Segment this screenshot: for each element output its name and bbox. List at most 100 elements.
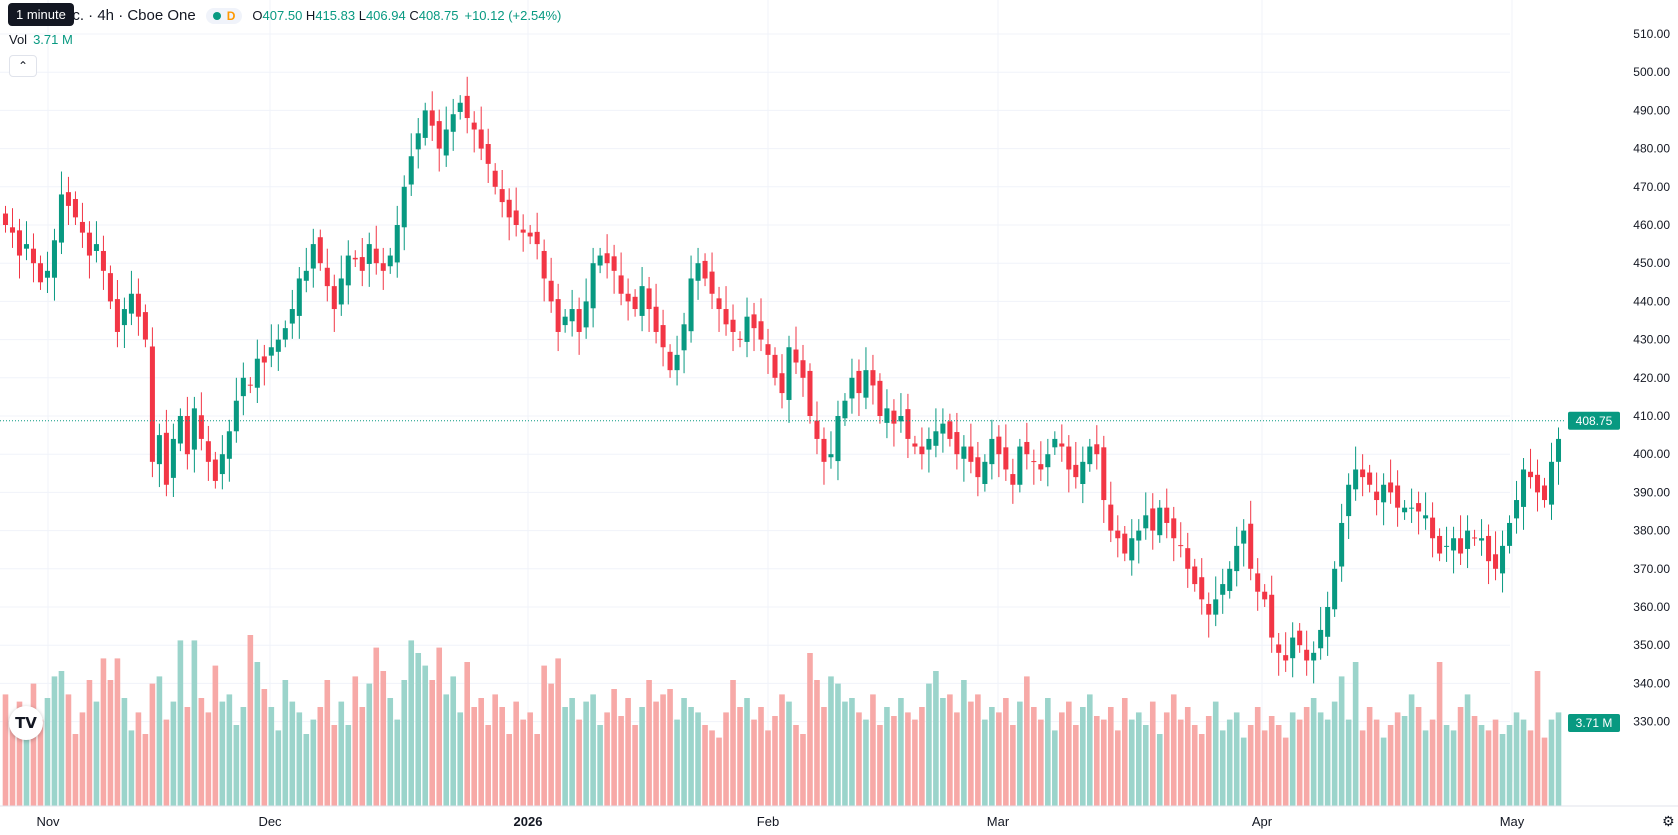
candle: [947, 413, 953, 447]
candle: [513, 187, 519, 237]
candle-body: [9, 227, 16, 233]
candle-body: [205, 441, 211, 462]
candle: [1017, 438, 1023, 493]
candle-body: [779, 373, 785, 394]
candle: [912, 435, 918, 455]
candle: [184, 396, 190, 470]
candle-body: [1367, 472, 1373, 485]
candle: [457, 95, 463, 120]
volume-bar: [1184, 707, 1191, 806]
volume-bar: [100, 658, 107, 806]
candle: [233, 377, 239, 443]
candle: [1304, 630, 1310, 676]
volume-bar: [184, 707, 191, 806]
volume-bar: [1394, 712, 1401, 806]
symbol-title[interactable]: nc. · 4h · Cboe One: [64, 7, 196, 24]
candle: [163, 409, 169, 497]
candle-body: [1010, 474, 1016, 485]
volume-bar: [527, 712, 533, 806]
volume-bar: [16, 701, 23, 806]
candle-body: [450, 114, 456, 132]
candle: [1514, 480, 1520, 534]
volume-bar: [772, 716, 778, 806]
candle: [737, 331, 743, 348]
symbol-legend: nc. · 4h · Cboe One D O407.50 H415.83 L4…: [64, 7, 561, 24]
volume-bar: [884, 707, 890, 806]
candle: [1248, 500, 1254, 581]
candle: [758, 298, 764, 352]
candle: [352, 250, 358, 268]
tradingview-logo[interactable]: TV: [9, 706, 43, 740]
volume-bar: [667, 689, 673, 806]
volume-bar: [1331, 701, 1338, 806]
volume-bar: [1289, 712, 1296, 806]
candle: [485, 128, 491, 183]
candle-body: [702, 260, 708, 279]
candle-body: [1500, 545, 1506, 574]
candle-body: [30, 248, 36, 264]
candle-body: [849, 377, 855, 399]
volume-bar: [730, 680, 736, 806]
candle: [1493, 531, 1499, 581]
volume-bar: [282, 680, 289, 806]
candle: [1115, 515, 1121, 558]
time-tick-label: 2026: [514, 814, 543, 829]
candle-body: [1157, 507, 1163, 536]
time-tick-label: May: [1500, 814, 1525, 829]
candle-body: [1507, 522, 1513, 546]
volume-bar: [156, 676, 163, 806]
price-tick-label: 470.00: [1633, 180, 1670, 194]
candle-body: [268, 347, 274, 356]
candle-body: [646, 288, 652, 310]
candle: [716, 286, 722, 332]
candle-body: [429, 110, 435, 126]
candle: [471, 111, 477, 153]
candle-body: [1402, 507, 1408, 513]
candle-body: [940, 423, 946, 434]
candle-body: [1066, 446, 1072, 470]
candle-body: [625, 293, 631, 302]
close-label: C: [409, 8, 419, 23]
candle: [1381, 473, 1387, 526]
volume-bar: [58, 671, 65, 806]
candle-body: [884, 408, 890, 423]
candle-body: [793, 349, 799, 363]
candle: [338, 255, 344, 316]
candle: [695, 247, 701, 300]
volume-bar: [310, 719, 317, 806]
candle-body: [583, 301, 589, 328]
settings-gear-icon[interactable]: ⚙: [1662, 813, 1675, 829]
candle-body: [1199, 577, 1205, 600]
volume-bar: [191, 640, 198, 806]
volume-bar: [1317, 712, 1324, 806]
close-value: 408.75: [418, 8, 459, 23]
price-tick-label: 390.00: [1633, 485, 1670, 499]
candle: [1192, 558, 1198, 592]
high-value: 415.83: [315, 8, 356, 23]
candle: [814, 401, 820, 455]
volume-bar: [1450, 730, 1457, 806]
candle-body: [1241, 530, 1247, 544]
candle: [226, 419, 232, 482]
candle: [772, 347, 778, 386]
candle: [114, 280, 120, 348]
candle-body: [1346, 484, 1352, 517]
candle: [86, 221, 92, 279]
candle-body: [534, 231, 540, 245]
candle: [1416, 491, 1422, 535]
candle: [1129, 519, 1135, 576]
candle: [380, 247, 386, 290]
candle: [1360, 454, 1366, 497]
candle: [583, 278, 589, 339]
volume-bar: [254, 662, 261, 806]
collapse-legend-button[interactable]: ⌃: [9, 55, 37, 77]
candle: [1528, 448, 1534, 489]
market-status-pill[interactable]: D: [205, 7, 243, 24]
candle: [1094, 425, 1100, 470]
volume-bar: [135, 712, 142, 806]
candle: [842, 393, 848, 426]
candle: [667, 344, 673, 378]
candle-body: [233, 400, 239, 432]
candle: [317, 229, 323, 271]
